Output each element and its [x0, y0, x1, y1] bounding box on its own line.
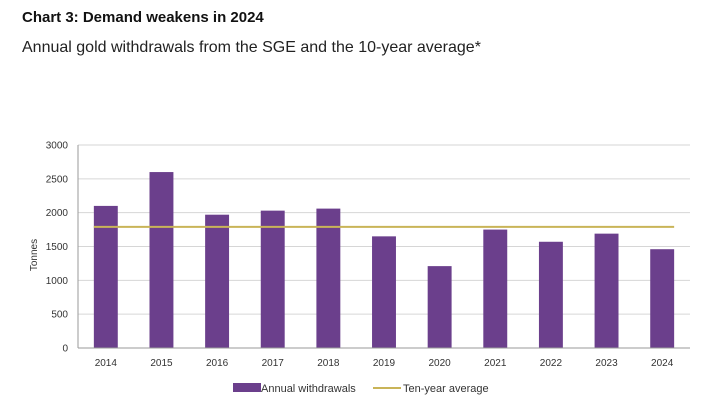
y-tick-label: 3000 — [46, 141, 69, 152]
y-tick-label: 2000 — [46, 208, 69, 219]
bar-2023 — [594, 233, 619, 348]
bar-2021 — [483, 229, 508, 348]
x-tick-label: 2019 — [373, 358, 396, 369]
bar-2014 — [93, 205, 118, 348]
legend-label-ten-year-average: Ten-year average — [403, 383, 489, 395]
y-tick-label: 1500 — [46, 242, 69, 253]
chart-title: Chart 3: Demand weakens in 2024 — [22, 9, 264, 26]
bar-series — [93, 172, 675, 348]
bar-2024 — [650, 249, 675, 348]
x-tick-label: 2020 — [429, 358, 452, 369]
bar-2018 — [316, 208, 341, 348]
x-tick-label: 2023 — [595, 358, 618, 369]
x-tick-label: 2016 — [206, 358, 229, 369]
legend-swatch-annual-withdrawals — [233, 383, 261, 392]
x-tick-label: 2024 — [651, 358, 674, 369]
x-tick-label: 2021 — [484, 358, 507, 369]
bar-2015 — [149, 172, 174, 348]
legend-label-annual-withdrawals: Annual withdrawals — [261, 383, 356, 395]
x-tick-label: 2017 — [262, 358, 285, 369]
bar-2020 — [427, 266, 452, 348]
y-axis-title: Tonnes — [29, 239, 40, 271]
x-tick-label: 2018 — [317, 358, 340, 369]
x-tick-label: 2022 — [540, 358, 563, 369]
bar-2016 — [205, 214, 230, 348]
axes: 0 500 1000 1500 2000 2500 3000 2014 2015 2016 2017… — [46, 141, 690, 369]
y-tick-label: 1000 — [46, 276, 69, 287]
legend: Annual withdrawals Ten-year average — [233, 383, 489, 395]
bar-2022 — [538, 241, 563, 348]
bar-2017 — [260, 210, 285, 348]
x-tick-label: 2015 — [150, 358, 173, 369]
chart-subtitle: Annual gold withdrawals from the SGE and… — [22, 39, 481, 56]
bar-2019 — [372, 236, 396, 348]
y-tick-label: 0 — [62, 344, 68, 355]
y-tick-label: 500 — [51, 310, 68, 321]
y-tick-label: 2500 — [46, 174, 69, 185]
x-tick-label: 2014 — [95, 358, 118, 369]
